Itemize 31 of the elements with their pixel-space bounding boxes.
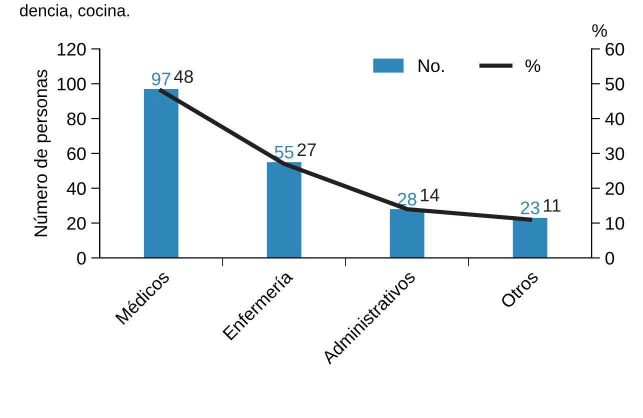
y-tick-label: 0 [77, 252, 86, 265]
y2-tick-label: 60 [606, 42, 624, 56]
data-label: 11 [544, 199, 560, 212]
y2-tick-label: 0 [605, 252, 614, 265]
y-tick-label: 60 [67, 147, 86, 160]
y-axis-title: Número de personas [34, 70, 51, 236]
bar [266, 162, 302, 258]
text: dencia, cocina. [20, 4, 129, 18]
data-label: 97 [152, 72, 170, 86]
y2-tick-label: 30 [605, 147, 624, 160]
y-tick-label: 40 [66, 182, 86, 195]
data-label: 28 [398, 192, 416, 206]
y-tick-label: 80 [67, 112, 86, 126]
y2-tick-label: 20 [606, 182, 624, 195]
y2-axis-title: % [592, 24, 607, 37]
data-label: 55 [274, 146, 294, 159]
legend-label: % [525, 59, 540, 72]
y-tick-label: 20 [67, 217, 86, 230]
data-label: 14 [420, 188, 440, 202]
legend-label: No. [418, 60, 444, 72]
data-label: 27 [298, 143, 316, 156]
bar [144, 88, 178, 258]
y2-tick-label: 10 [606, 217, 624, 230]
bar [512, 218, 548, 258]
y2-tick-label: 40 [605, 112, 624, 126]
y-tick-label: 100 [58, 78, 86, 90]
bar [390, 209, 424, 258]
y2-tick-label: 50 [605, 78, 624, 90]
data-label: 48 [174, 70, 193, 83]
y-tick-label: 120 [58, 42, 86, 56]
data-label: 23 [520, 201, 540, 214]
